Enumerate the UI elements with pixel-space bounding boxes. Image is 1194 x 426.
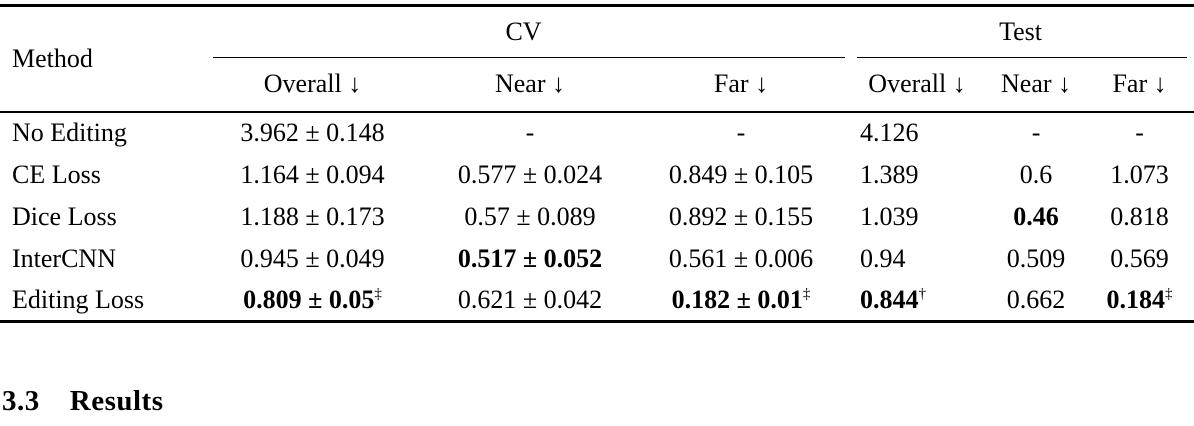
value-text: 0.569 — [1110, 243, 1169, 273]
value-cell: 0.46 — [987, 196, 1085, 238]
value-cell: 0.621 ± 0.042 — [425, 280, 635, 322]
value-cell: 0.182 ± 0.01‡ — [635, 280, 847, 322]
significance-marker: ‡ — [374, 285, 382, 302]
value-text: 0.184 — [1106, 284, 1166, 314]
sub-header-5: Far ↓ — [1085, 57, 1194, 113]
test-group-header: Test — [847, 6, 1194, 58]
value-cell: 0.945 ± 0.049 — [200, 238, 425, 280]
value-cell: 1.389 — [847, 154, 987, 196]
value-cell: 1.188 ± 0.173 — [200, 196, 425, 238]
value-text: 4.126 — [860, 118, 919, 147]
table-row: Dice Loss 1.188 ± 0.173 0.57 ± 0.089 0.892 … — [0, 196, 1194, 238]
test-group-label: Test — [999, 17, 1043, 47]
value-cell: 1.164 ± 0.094 — [200, 154, 425, 196]
value-text: 1.188 ± 0.173 — [240, 201, 385, 231]
value-cell: 0.6 — [987, 154, 1085, 196]
value-text: 1.073 — [1110, 159, 1169, 189]
value-cell: 0.818 — [1085, 196, 1194, 238]
value-cell: 0.577 ± 0.024 — [425, 154, 635, 196]
value-cell: 0.509 — [987, 238, 1085, 280]
method-cell: Editing Loss — [12, 284, 145, 314]
section-number: 3.3 — [2, 385, 40, 417]
value-cell: 4.126 — [847, 112, 987, 154]
value-cell: - — [1085, 112, 1194, 154]
value-text: 0.46 — [1013, 201, 1059, 231]
cv-group-label: CV — [505, 17, 542, 47]
value-text: - — [1135, 118, 1144, 147]
method-cell: CE Loss — [12, 159, 101, 189]
value-cell: 0.844† — [847, 280, 987, 322]
value-text: 3.962 ± 0.148 — [240, 118, 385, 147]
method-cell: Dice Loss — [12, 201, 117, 231]
table-row: No Editing 3.962 ± 0.148 - - 4.126 - - — [0, 112, 1194, 154]
value-cell: - — [635, 112, 847, 154]
value-cell: 1.073 — [1085, 154, 1194, 196]
value-text: 0.818 — [1110, 201, 1169, 231]
value-text: - — [525, 118, 535, 147]
value-text: 1.039 — [860, 201, 919, 231]
value-cell: 3.962 ± 0.148 — [200, 112, 425, 154]
results-table: Method CV Test Overall ↓ Near ↓ Far ↓ Overa… — [0, 4, 1194, 323]
value-cell: 0.662 — [987, 280, 1085, 322]
value-cell: 0.57 ± 0.089 — [425, 196, 635, 238]
significance-marker: ‡ — [1165, 285, 1173, 302]
sub-header-row: Overall ↓ Near ↓ Far ↓ Overall ↓ Near ↓ Far ↓ — [0, 57, 1194, 113]
value-text: 0.849 ± 0.105 — [668, 159, 814, 189]
section-title: Results — [69, 385, 164, 417]
value-text: 0.6 — [1019, 159, 1053, 189]
value-text: 0.94 — [860, 243, 906, 273]
value-text: 0.621 ± 0.042 — [457, 284, 603, 314]
significance-marker: † — [918, 285, 927, 302]
significance-marker: ‡ — [802, 285, 811, 302]
table-row: Editing Loss 0.809 ± 0.05‡ 0.621 ± 0.042 0.… — [0, 280, 1194, 322]
value-cell: 0.892 ± 0.155 — [635, 196, 847, 238]
table-row: CE Loss 1.164 ± 0.094 0.577 ± 0.024 0.849 ±… — [0, 154, 1194, 196]
value-text: 0.517 ± 0.052 — [457, 243, 603, 273]
value-text: 0.809 ± 0.05 — [243, 284, 375, 314]
sub-header-3: Overall ↓ — [847, 57, 988, 113]
value-text: 0.945 ± 0.049 — [240, 243, 385, 273]
method-cell: InterCNN — [12, 243, 116, 273]
cv-group-header: CV — [200, 6, 847, 58]
sub-header-4: Near ↓ — [987, 57, 1086, 113]
value-text: 0.509 — [1006, 243, 1066, 273]
value-cell: - — [987, 112, 1085, 154]
value-cell: 0.809 ± 0.05‡ — [200, 280, 425, 322]
value-text: 0.577 ± 0.024 — [457, 159, 603, 189]
section-heading: 3.3 Results — [2, 385, 1194, 418]
value-text: 0.662 — [1006, 284, 1066, 314]
sub-header-1: Near ↓ — [425, 57, 635, 113]
value-text: - — [736, 118, 746, 147]
value-cell: 0.569 — [1085, 238, 1194, 280]
value-text: 0.182 ± 0.01 — [671, 284, 803, 314]
value-cell: 0.561 ± 0.006 — [635, 238, 847, 280]
sub-header-0: Overall ↓ — [200, 57, 425, 113]
value-cell: 0.849 ± 0.105 — [635, 154, 847, 196]
table-row: InterCNN 0.945 ± 0.049 0.517 ± 0.052 0.561 … — [0, 238, 1194, 280]
value-cell: 0.184‡ — [1085, 280, 1194, 322]
sub-header-2: Far ↓ — [635, 57, 848, 113]
value-text: 0.892 ± 0.155 — [668, 201, 814, 231]
value-text: 0.57 ± 0.089 — [464, 201, 596, 231]
value-cell: 0.94 — [847, 238, 987, 280]
value-cell: - — [425, 112, 635, 154]
value-text: - — [1031, 118, 1041, 147]
value-text: 1.389 — [860, 159, 919, 189]
method-column-header: Method — [0, 5, 200, 113]
group-header-row: Method CV Test — [0, 5, 1194, 113]
method-cell: No Editing — [12, 118, 127, 147]
value-text: 0.561 ± 0.006 — [668, 243, 814, 273]
value-text: 1.164 ± 0.094 — [240, 159, 385, 189]
value-cell: 0.517 ± 0.052 — [425, 238, 635, 280]
value-text: 0.844 — [860, 284, 919, 314]
value-cell: 1.039 — [847, 196, 987, 238]
